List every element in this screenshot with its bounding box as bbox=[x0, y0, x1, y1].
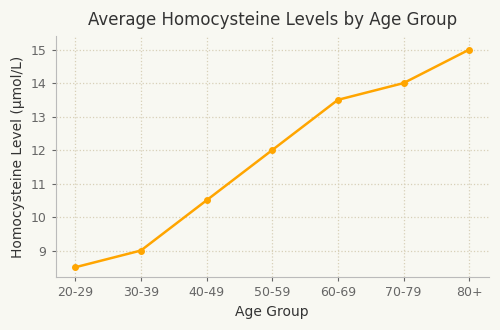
X-axis label: Age Group: Age Group bbox=[236, 305, 309, 319]
Title: Average Homocysteine Levels by Age Group: Average Homocysteine Levels by Age Group bbox=[88, 11, 457, 29]
Y-axis label: Homocysteine Level (μmol/L): Homocysteine Level (μmol/L) bbox=[11, 56, 25, 258]
